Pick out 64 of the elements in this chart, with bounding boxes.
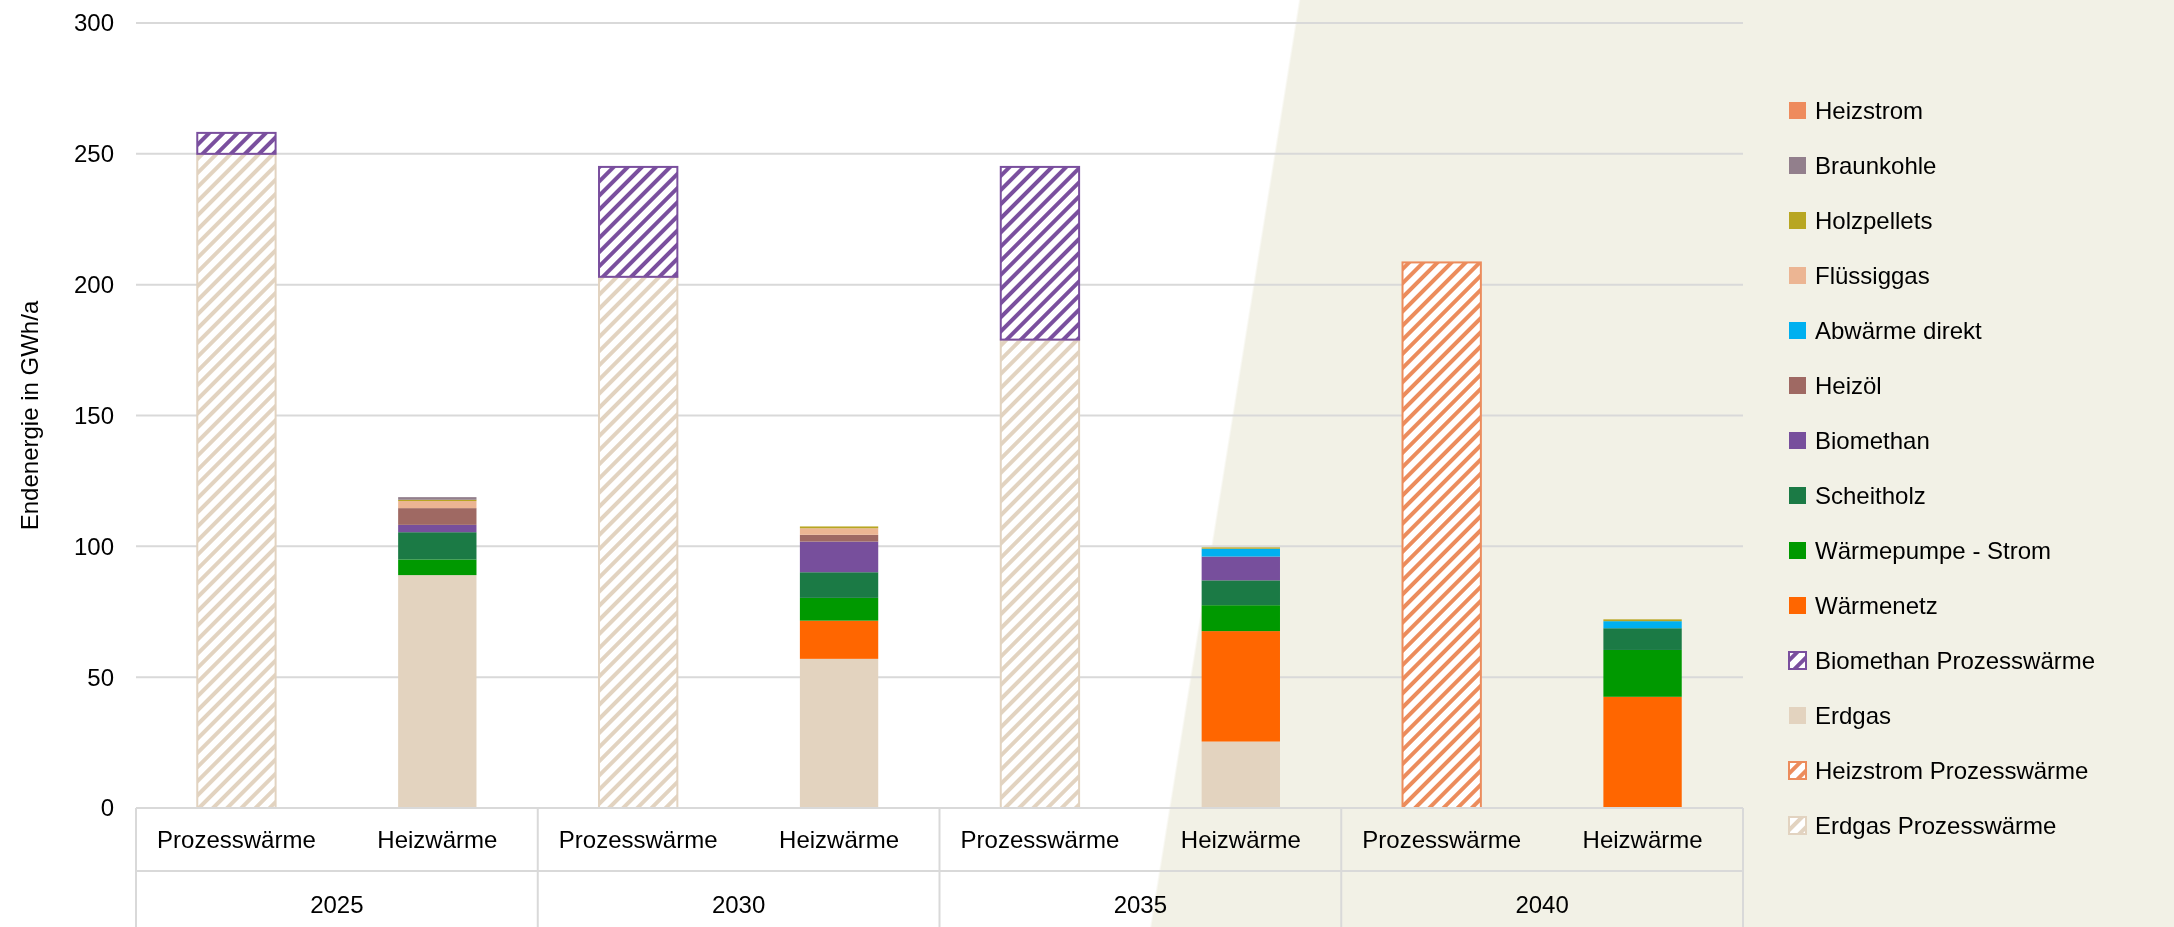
bar (799, 620, 879, 659)
legend-label: Biomethan (1815, 427, 1930, 455)
x-tick-label: Heizwärme (1582, 826, 1703, 853)
bar (1201, 556, 1280, 581)
legend-label: Scheitholz (1815, 482, 1926, 510)
bar (1201, 741, 1280, 808)
y-tick-label: 300 (73, 9, 114, 37)
bar (598, 275, 679, 809)
legend-label: Erdgas (1815, 702, 1892, 730)
bar (999, 338, 1081, 809)
x-tick-label: Prozesswärme (960, 826, 1120, 853)
bar (799, 528, 879, 535)
text: 2035 (1113, 891, 1168, 918)
y-axis-title: Endenergie in GWh/a (16, 300, 43, 531)
bar (799, 658, 879, 808)
bar (1201, 580, 1280, 606)
bar (1603, 696, 1682, 808)
y-tick-label: 50 (87, 663, 114, 691)
x-tick-label: Prozesswärme (1362, 826, 1522, 853)
x-tick-label: Heizwärme (779, 826, 900, 853)
bar (196, 152, 277, 809)
legend-label: Erdgas Prozesswärme (1815, 812, 2057, 840)
bar (999, 165, 1081, 341)
y-tick-label: 150 (73, 401, 114, 429)
y-tick-label: 200 (73, 271, 114, 299)
x-tick-label: Prozesswärme (157, 826, 316, 853)
bar (598, 165, 679, 278)
text: 2030 (711, 891, 766, 918)
bar (799, 541, 879, 573)
legend-label: Wärmepumpe - Strom (1815, 537, 2052, 565)
y-tick-label: 0 (100, 794, 114, 822)
bar (398, 524, 477, 533)
bar (196, 131, 277, 155)
bar (1603, 628, 1682, 650)
bar (1603, 649, 1682, 697)
bar (398, 508, 477, 525)
bar (1201, 605, 1280, 632)
legend-label: Biomethan Prozesswärme (1815, 647, 2096, 675)
bar (799, 534, 879, 542)
bar (1603, 621, 1682, 629)
x-tick-label: Heizwärme (1180, 826, 1301, 853)
bar (799, 597, 879, 621)
legend-label: Flüssiggas (1815, 262, 1930, 290)
legend-label: Heizstrom Prozesswärme (1815, 757, 2089, 785)
text: 2025 (310, 891, 364, 918)
legend-label: Abwärme direkt (1815, 317, 1983, 345)
bar (1401, 261, 1482, 809)
x-tick-label: Prozesswärme (558, 826, 718, 853)
y-tick-label: 250 (73, 140, 114, 168)
bar (398, 575, 477, 808)
bar (799, 572, 879, 598)
bar (1201, 548, 1280, 557)
bar (1201, 631, 1280, 742)
legend-label: Holzpellets (1815, 207, 1933, 235)
legend-label: Heizöl (1815, 372, 1882, 400)
x-tick-label: Heizwärme (377, 826, 498, 853)
bar (398, 532, 477, 560)
text: 2040 (1515, 891, 1569, 918)
legend-label: Braunkohle (1815, 152, 1937, 180)
legend-label: Wärmenetz (1815, 592, 1938, 620)
legend-label: Heizstrom (1815, 97, 1924, 125)
bar (398, 501, 477, 509)
y-tick-label: 100 (73, 532, 114, 560)
bar (398, 559, 477, 576)
